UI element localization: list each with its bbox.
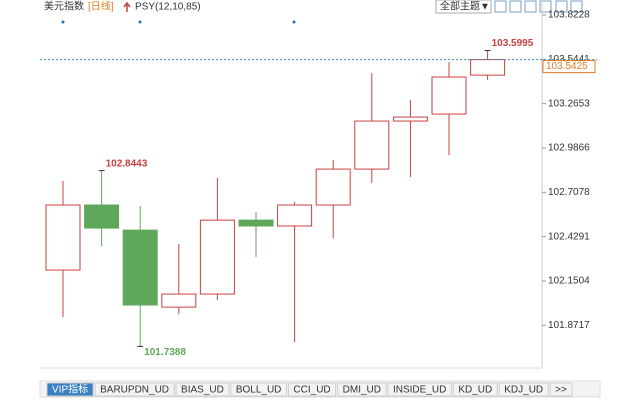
indicator-icon	[123, 1, 131, 12]
tab[interactable]: BIAS_UD	[181, 385, 224, 396]
extreme-label: 102.8443	[106, 158, 148, 169]
tab[interactable]: CCI_UD	[293, 385, 330, 396]
extreme-label: 103.5995	[492, 38, 534, 49]
tab-background[interactable]	[337, 382, 387, 397]
tab-background[interactable]	[94, 382, 175, 397]
tool-icon[interactable]	[539, 0, 552, 13]
y-tick-label: 102.9866	[548, 143, 590, 154]
tab[interactable]: INSIDE_UD	[393, 385, 446, 396]
candle-body	[277, 204, 313, 227]
candle-body	[199, 219, 235, 295]
y-tick-label: 103.2653	[548, 98, 590, 109]
tab-background[interactable]	[498, 382, 549, 397]
y-tick-label: 103.8228	[548, 10, 590, 21]
candle-body	[470, 59, 506, 76]
symbol: 美元指数	[44, 0, 84, 13]
tool-icon[interactable]	[555, 0, 568, 13]
period: [日线]	[88, 0, 114, 13]
extreme-label: 101.7388	[144, 347, 186, 358]
event-dot	[138, 20, 142, 24]
y-tick-label: 102.7078	[548, 187, 590, 198]
toolbar	[494, 0, 583, 13]
candle-body	[315, 168, 351, 206]
tab[interactable]: KD_UD	[458, 385, 492, 396]
tool-icon[interactable]	[524, 0, 537, 13]
tab-background[interactable]	[175, 382, 230, 397]
tab[interactable]: >>	[555, 385, 567, 396]
theme-button[interactable]	[435, 0, 492, 14]
last-price-label: 103.5425	[546, 61, 588, 72]
tool-icon[interactable]	[509, 0, 522, 13]
tab-background[interactable]	[230, 382, 287, 397]
candle-body	[84, 204, 120, 229]
theme-button-label[interactable]: 全部主题▼	[440, 0, 490, 13]
last-price-box	[542, 60, 596, 74]
tab-background[interactable]	[46, 382, 94, 397]
y-tick-label: 101.8717	[548, 320, 590, 331]
tab[interactable]: DMI_UD	[343, 385, 381, 396]
tool-icon[interactable]	[494, 0, 507, 13]
indicator: PSY(12,10,85)	[135, 2, 201, 13]
candle-body	[238, 219, 274, 227]
candle-body	[354, 120, 390, 170]
event-dot	[61, 20, 65, 24]
tab[interactable]: BOLL_UD	[236, 385, 282, 396]
candle-body	[122, 229, 158, 306]
tab-background[interactable]	[287, 382, 337, 397]
candle-body	[392, 116, 428, 122]
tab-background[interactable]	[452, 382, 498, 397]
tab[interactable]: VIP指标	[52, 383, 88, 396]
y-tick-label: 102.4291	[548, 231, 590, 242]
tab[interactable]: BARUPDN_UD	[100, 385, 169, 396]
tab-background[interactable]	[387, 382, 452, 397]
event-dot	[292, 20, 296, 24]
candle-body	[45, 204, 81, 271]
tab[interactable]: KDJ_UD	[504, 385, 543, 396]
tool-icon[interactable]	[570, 0, 583, 13]
candle-body	[431, 76, 467, 115]
y-tick-label: 102.1504	[548, 276, 590, 287]
candle-body	[161, 293, 197, 308]
tab-background[interactable]	[549, 382, 573, 397]
